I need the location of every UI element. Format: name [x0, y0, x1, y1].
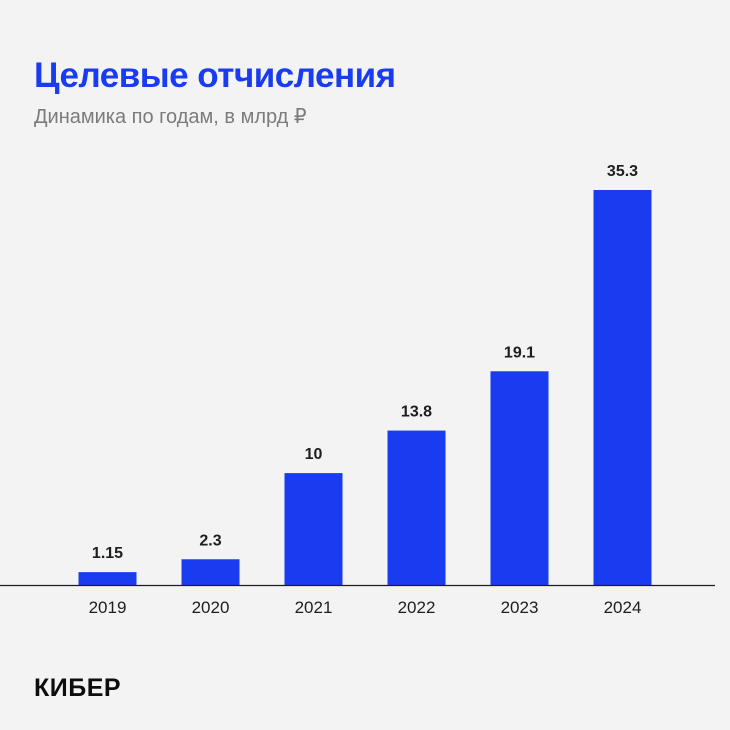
bar-2022: [387, 430, 446, 585]
x-tick-label-2020: 2020: [192, 598, 230, 617]
bar-2020: [181, 559, 240, 585]
x-tick-label-2019: 2019: [89, 598, 127, 617]
chart-subtitle: Динамика по годам, в млрд ₽: [34, 106, 307, 128]
bar-2019: [78, 572, 137, 585]
chart-title: Целевые отчисления: [34, 56, 396, 95]
bar-2023: [490, 371, 549, 585]
bar-2021: [284, 473, 343, 585]
x-tick-label-2024: 2024: [604, 598, 642, 617]
x-tick-label-2021: 2021: [295, 598, 333, 617]
value-label-2023: 19.1: [504, 344, 535, 361]
x-tick-label-2023: 2023: [501, 598, 539, 617]
value-label-2019: 1.15: [92, 545, 123, 562]
value-label-2020: 2.3: [199, 532, 221, 549]
bar-2024: [593, 190, 652, 585]
brand-logo: КИБЕР: [34, 674, 122, 702]
x-tick-label-2022: 2022: [398, 598, 436, 617]
value-label-2024: 35.3: [607, 163, 638, 180]
value-label-2021: 10: [305, 446, 323, 463]
value-label-2022: 13.8: [401, 404, 432, 421]
